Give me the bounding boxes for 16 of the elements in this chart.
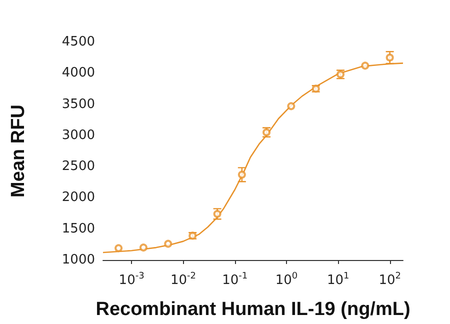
y-tick-label: 3000 bbox=[62, 128, 95, 143]
point bbox=[139, 244, 148, 252]
y-axis-title: Mean RFU bbox=[8, 104, 29, 198]
point bbox=[361, 62, 370, 70]
y-tick-label: 3500 bbox=[62, 96, 95, 112]
y-tick-label: 1500 bbox=[62, 221, 95, 236]
point bbox=[164, 240, 172, 248]
y-tick-label: 2000 bbox=[62, 190, 95, 206]
point bbox=[114, 244, 123, 252]
y-tick-label: 2500 bbox=[62, 159, 95, 174]
point bbox=[238, 170, 246, 179]
y-tick-label: 1000 bbox=[62, 252, 95, 268]
y-tick-label: 4000 bbox=[62, 66, 95, 81]
point bbox=[287, 102, 296, 110]
y-tick-label: 4500 bbox=[62, 34, 95, 50]
x-axis-title: Recombinant Human IL-19 (ng/mL) bbox=[96, 299, 410, 320]
